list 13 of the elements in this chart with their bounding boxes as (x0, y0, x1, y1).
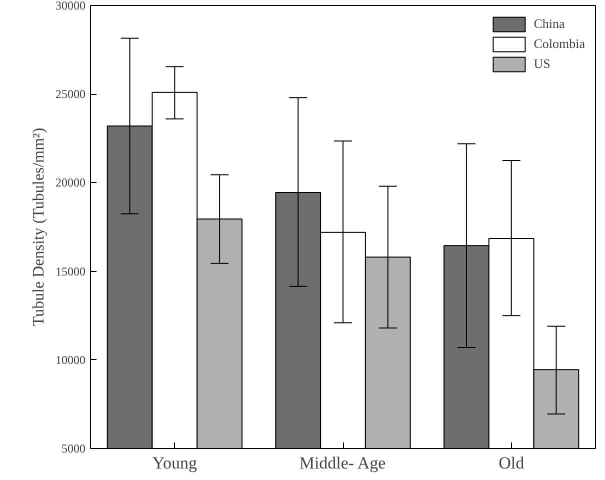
x-tick-label: Old (498, 454, 525, 472)
legend-label: China (534, 16, 565, 32)
y-tick-label: 15000 (56, 264, 86, 278)
y-tick-label: 5000 (62, 442, 86, 456)
y-tick-label: 10000 (56, 352, 86, 367)
x-tick-label: Young (152, 454, 198, 472)
legend-label: Colombia (534, 36, 585, 52)
y-tick-label: 20000 (56, 176, 86, 190)
x-tick-label: Middle- Age (299, 454, 386, 472)
legend-label: US (534, 56, 552, 72)
y-axis-title: Tubule Density (Tubules/mm²) (30, 128, 48, 326)
y-tick-label: 25000 (56, 87, 86, 102)
y-tick-label: 30000 (56, 0, 86, 12)
